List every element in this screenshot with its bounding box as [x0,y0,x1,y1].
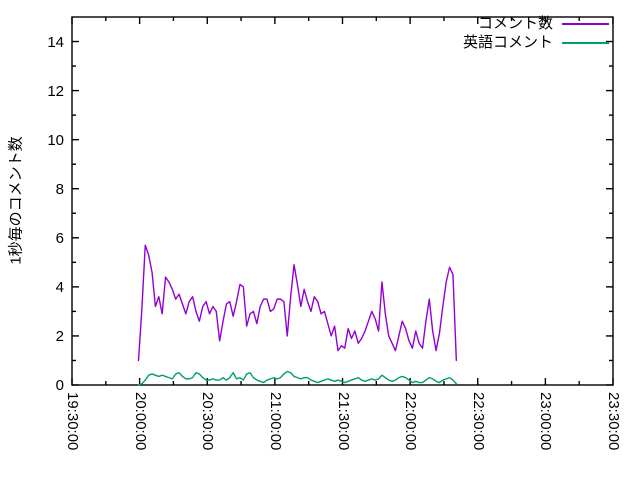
legend-entry-0: コメント数 [478,14,609,33]
legend-swatch-0 [562,22,609,25]
y-tick-label: 10 [47,131,64,149]
y-tick-label: 2 [55,327,64,345]
y-tick-label: 8 [55,180,64,198]
series-line-1 [137,370,458,386]
y-tick-label: 14 [47,33,64,51]
legend-label-0: コメント数 [477,15,553,32]
legend-swatch-1 [562,41,609,44]
axis-frame [71,16,614,386]
series-line-0 [137,244,458,362]
y-tick-label: 4 [55,278,64,296]
y-tick-label: 6 [55,229,64,247]
chart-legend: コメント数 英語コメント [437,14,609,54]
y-tick-label: 12 [47,82,64,100]
data-series-group [137,244,458,386]
y-axis-tick-labels: 0 2 4 6 8 10 12 14 [0,0,64,480]
legend-label-1: 英語コメント [462,34,553,51]
legend-entry-1: 英語コメント [463,33,609,52]
axis-tick-marks [71,17,614,386]
y-tick-label: 0 [55,377,64,394]
